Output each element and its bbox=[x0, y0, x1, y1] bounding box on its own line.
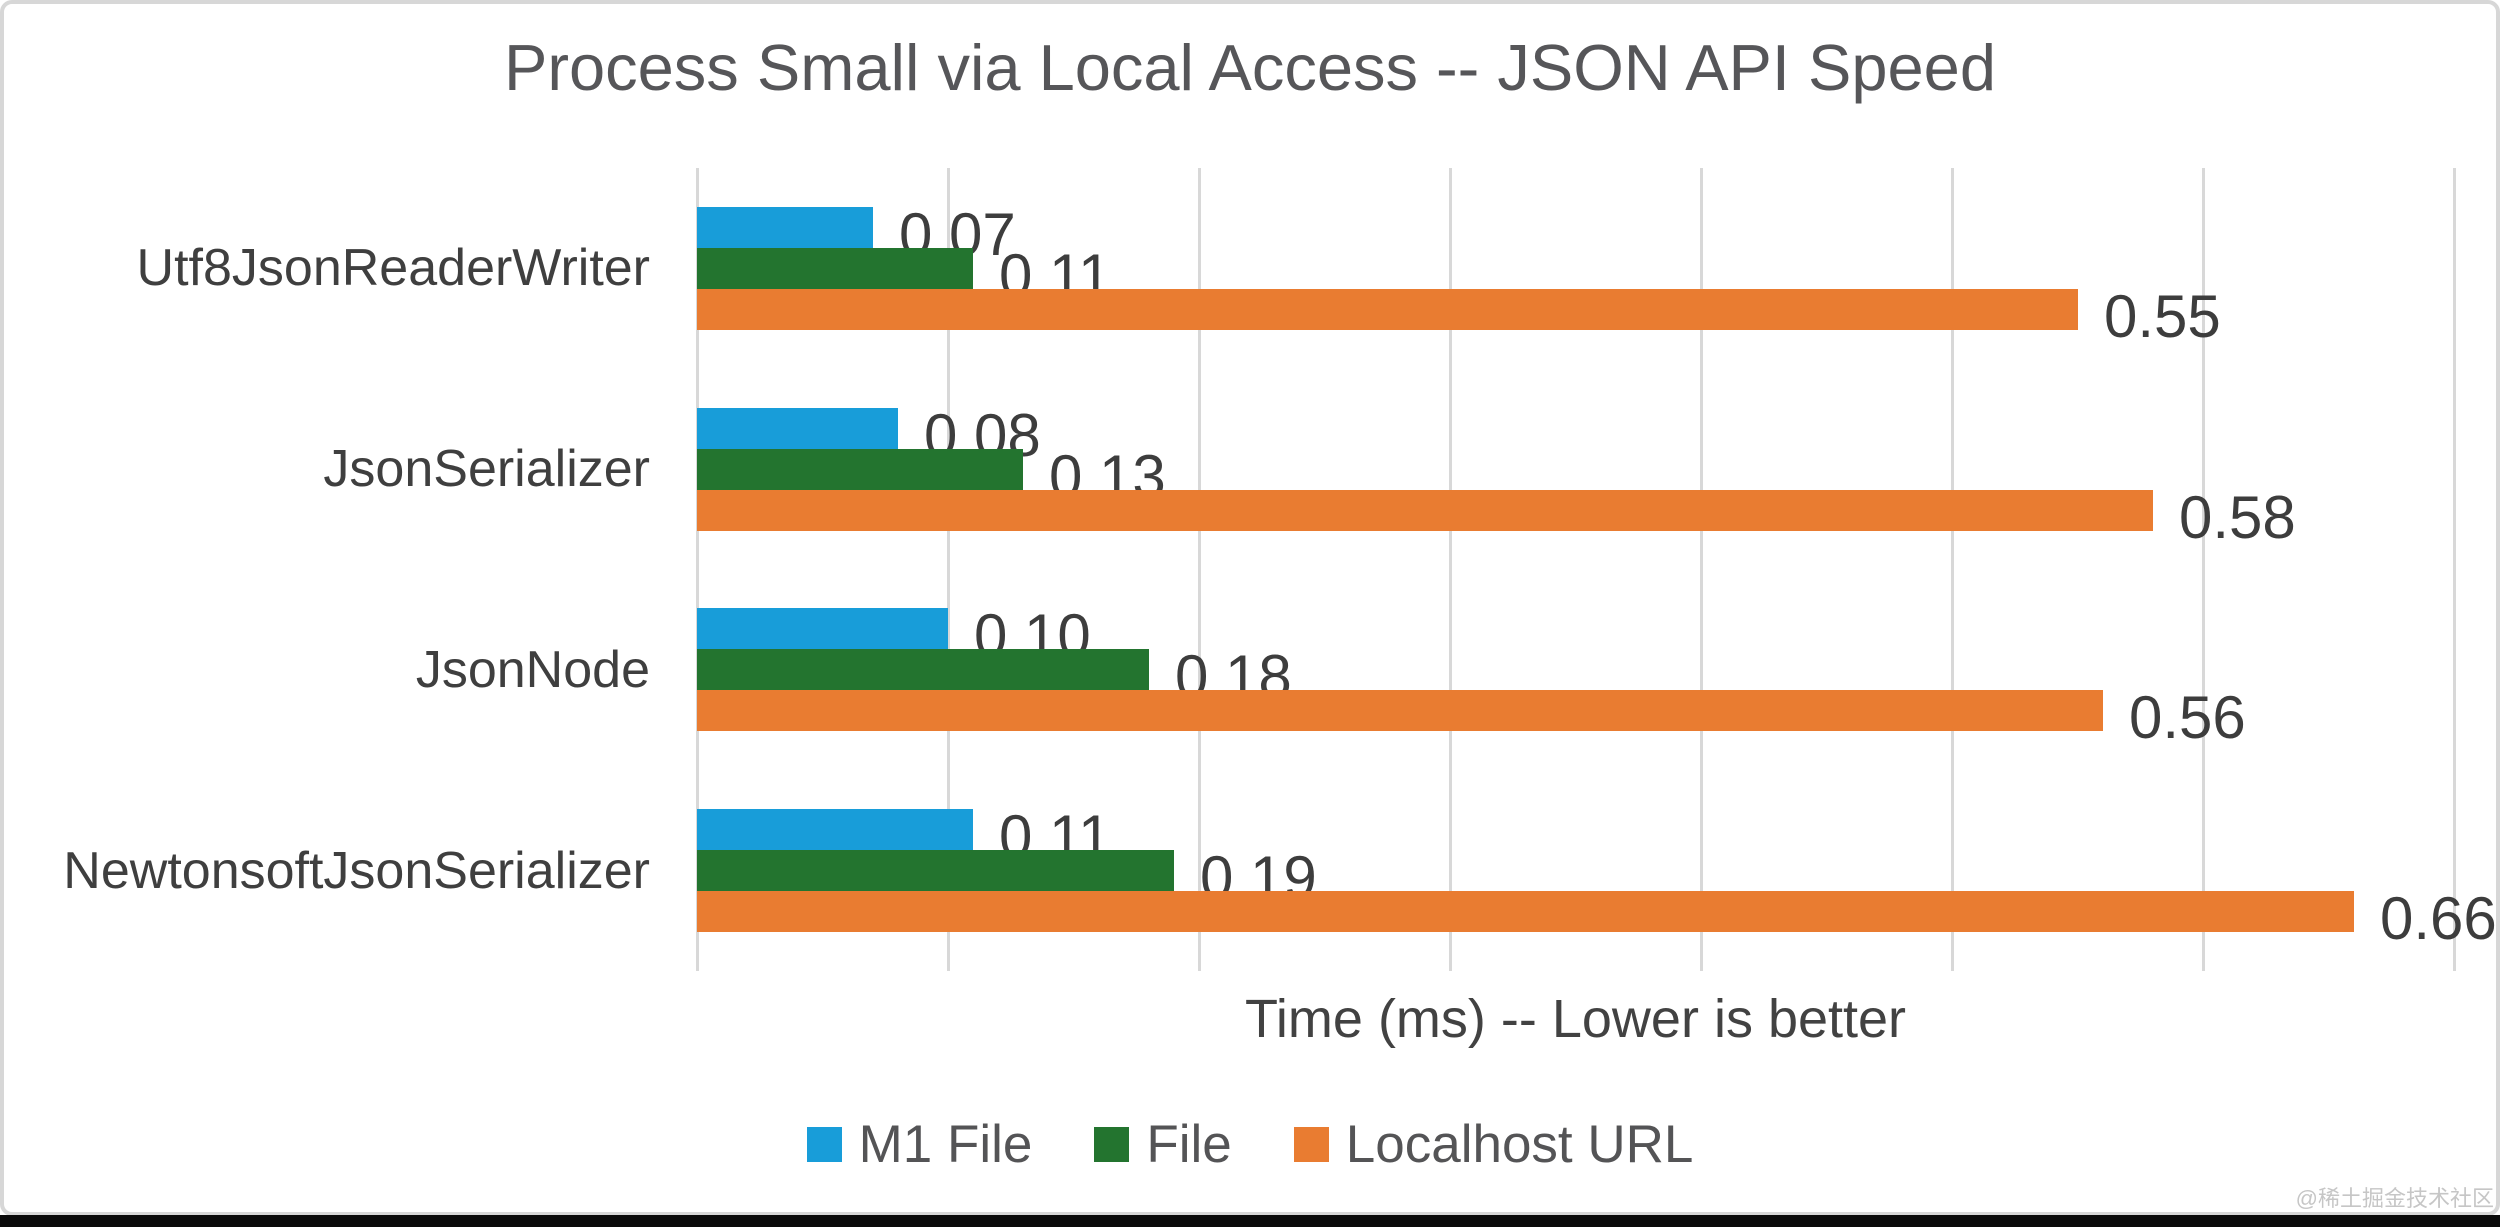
legend-label: File bbox=[1146, 1115, 1232, 1174]
bar-value-label: 0.58 bbox=[2179, 484, 2296, 551]
category-label: Utf8JsonReaderWriter bbox=[136, 239, 650, 298]
legend-swatch-icon bbox=[1094, 1127, 1130, 1162]
bar-localhost-url bbox=[697, 690, 2103, 731]
gridline bbox=[1198, 168, 1201, 971]
gridline bbox=[947, 168, 950, 971]
bar-value-label: 0.66 bbox=[2380, 885, 2497, 952]
bar-file bbox=[697, 248, 973, 289]
bottom-black-bar bbox=[0, 1215, 2500, 1227]
category-label: NewtonsoftJsonSerializer bbox=[63, 841, 650, 900]
bar-file bbox=[697, 449, 1023, 490]
bar-m1-file bbox=[697, 608, 948, 649]
bar-localhost-url bbox=[697, 289, 2078, 330]
watermark: @稀土掘金技术社区 bbox=[2295, 1186, 2494, 1211]
bar-file bbox=[697, 649, 1149, 690]
legend: M1 File File Localhost URL bbox=[0, 1114, 2500, 1175]
legend-label: M1 File bbox=[858, 1115, 1033, 1174]
legend-swatch-icon bbox=[806, 1127, 842, 1162]
bar-value-label: 0.56 bbox=[2129, 684, 2246, 751]
gridline bbox=[1449, 168, 1452, 971]
legend-label: Localhost URL bbox=[1345, 1115, 1694, 1174]
gridline bbox=[2453, 168, 2456, 971]
x-axis-title: Time (ms) -- Lower is better bbox=[1244, 989, 1907, 1049]
legend-swatch-icon bbox=[1293, 1127, 1329, 1162]
gridline bbox=[1951, 168, 1954, 971]
bar-m1-file bbox=[697, 207, 873, 248]
bar-localhost-url bbox=[697, 891, 2354, 932]
bar-m1-file bbox=[697, 809, 973, 850]
legend-item-file: File bbox=[1094, 1114, 1232, 1175]
bar-value-label: 0.55 bbox=[2104, 283, 2221, 350]
bar-file bbox=[697, 850, 1174, 891]
gridline bbox=[1700, 168, 1703, 971]
legend-item-localhost-url: Localhost URL bbox=[1293, 1114, 1694, 1175]
category-label: JsonSerializer bbox=[323, 440, 650, 499]
gridline bbox=[2202, 168, 2205, 971]
bar-m1-file bbox=[697, 408, 898, 449]
chart-title: Process Small via Local Access -- JSON A… bbox=[504, 31, 1996, 104]
bar-localhost-url bbox=[697, 490, 2153, 531]
gridline bbox=[696, 168, 699, 971]
legend-item-m1-file: M1 File bbox=[806, 1114, 1033, 1175]
category-label: JsonNode bbox=[415, 640, 650, 699]
